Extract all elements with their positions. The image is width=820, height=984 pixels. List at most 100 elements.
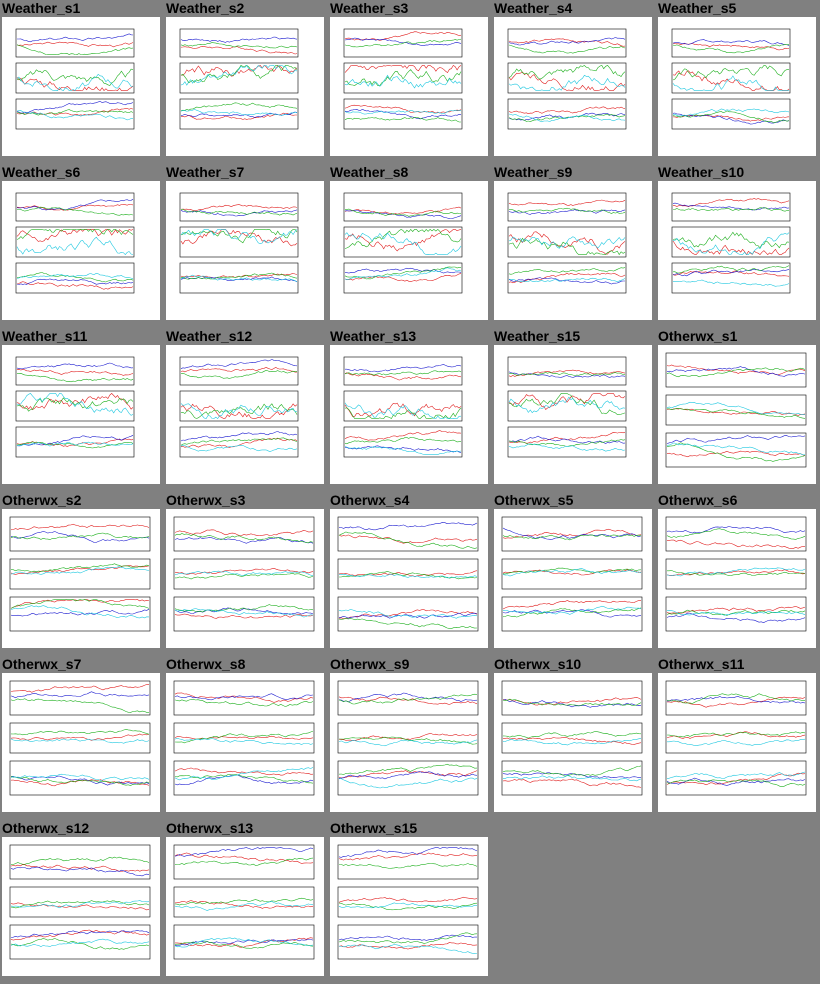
plot-thumbnail-image[interactable] (166, 673, 324, 812)
plot-thumbnail-image[interactable] (166, 17, 324, 156)
plot-panel-frame (343, 390, 463, 422)
thumbnail-cell[interactable]: Otherwx_s10 (492, 656, 656, 820)
thumbnail-cell[interactable]: Weather_s6 (0, 164, 164, 328)
thumbnail-cell[interactable]: Otherwx_s4 (328, 492, 492, 656)
thumbnail-title[interactable]: Otherwx_s8 (166, 656, 246, 672)
plot-thumbnail-image[interactable] (2, 17, 160, 156)
thumbnail-title[interactable]: Weather_s2 (166, 0, 245, 16)
thumbnail-title[interactable]: Otherwx_s10 (494, 656, 582, 672)
thumbnail-title[interactable]: Weather_s11 (2, 328, 88, 344)
plot-thumbnail-image[interactable] (330, 17, 488, 156)
thumbnail-cell[interactable]: Weather_s7 (164, 164, 328, 328)
thumbnail-cell[interactable]: Otherwx_s7 (0, 656, 164, 820)
plot-trace-line (175, 937, 314, 948)
thumbnail-cell[interactable]: Weather_s3 (328, 0, 492, 164)
thumbnail-cell[interactable]: Otherwx_s13 (164, 820, 328, 984)
thumbnail-cell[interactable]: Weather_s2 (164, 0, 328, 164)
thumbnail-title[interactable]: Otherwx_s7 (2, 656, 82, 672)
thumbnail-cell[interactable]: Weather_s8 (328, 164, 492, 328)
plot-graphic (173, 844, 315, 960)
thumbnail-cell[interactable]: Otherwx_s2 (0, 492, 164, 656)
plot-trace-line (180, 112, 297, 120)
thumbnail-cell[interactable]: Otherwx_s1 (656, 328, 820, 492)
thumbnail-title[interactable]: Otherwx_s13 (166, 820, 254, 836)
thumbnail-title[interactable]: Weather_s9 (494, 164, 573, 180)
thumbnail-title[interactable]: Weather_s1 (2, 0, 81, 16)
plot-trace-line (180, 444, 298, 452)
plot-trace-line (10, 775, 150, 786)
plot-thumbnail-image[interactable] (658, 345, 816, 484)
plot-trace-line (666, 539, 806, 549)
thumbnail-cell[interactable]: Weather_s11 (0, 328, 164, 492)
thumbnail-cell[interactable]: Weather_s13 (328, 328, 492, 492)
thumbnail-title[interactable]: Otherwx_s15 (330, 820, 418, 836)
thumbnail-title[interactable]: Otherwx_s12 (2, 820, 90, 836)
plot-thumbnail-image[interactable] (2, 345, 160, 484)
plot-thumbnail-image[interactable] (330, 181, 488, 320)
thumbnail-title[interactable]: Otherwx_s11 (658, 656, 745, 672)
plot-thumbnail-image[interactable] (330, 345, 488, 484)
thumbnail-title[interactable]: Weather_s4 (494, 0, 573, 16)
plot-thumbnail-image[interactable] (494, 181, 652, 320)
thumbnail-title[interactable]: Weather_s7 (166, 164, 245, 180)
plot-trace-line (344, 37, 462, 46)
thumbnail-cell[interactable]: Weather_s4 (492, 0, 656, 164)
thumbnail-cell[interactable]: Otherwx_s11 (656, 656, 820, 820)
plot-thumbnail-image[interactable] (166, 509, 324, 648)
plot-thumbnail-image[interactable] (494, 345, 652, 484)
thumbnail-cell[interactable]: Otherwx_s15 (328, 820, 492, 984)
plot-thumbnail-image[interactable] (330, 509, 488, 648)
plot-thumbnail-image[interactable] (658, 673, 816, 812)
thumbnail-cell[interactable]: Weather_s10 (656, 164, 820, 328)
thumbnail-title[interactable]: Weather_s10 (658, 164, 745, 180)
plot-thumbnail-image[interactable] (166, 345, 324, 484)
thumbnail-title[interactable]: Otherwx_s4 (330, 492, 410, 508)
thumbnail-title[interactable]: Weather_s12 (166, 328, 253, 344)
thumbnail-title[interactable]: Weather_s8 (330, 164, 409, 180)
thumbnail-cell[interactable]: Otherwx_s6 (656, 492, 820, 656)
thumbnail-cell[interactable]: Weather_s9 (492, 164, 656, 328)
thumbnail-title[interactable]: Otherwx_s1 (658, 328, 738, 344)
plot-trace-line (10, 900, 150, 909)
plot-thumbnail-image[interactable] (494, 509, 652, 648)
plot-thumbnail-image[interactable] (658, 181, 816, 320)
plot-thumbnail-image[interactable] (2, 509, 160, 648)
plot-thumbnail-image[interactable] (166, 181, 324, 320)
thumbnail-title[interactable]: Otherwx_s5 (494, 492, 574, 508)
thumbnail-title[interactable]: Otherwx_s9 (330, 656, 410, 672)
plot-thumbnail-image[interactable] (2, 181, 160, 320)
thumbnail-title[interactable]: Weather_s13 (330, 328, 417, 344)
thumbnail-title[interactable]: Otherwx_s3 (166, 492, 246, 508)
plot-thumbnail-image[interactable] (658, 509, 816, 648)
thumbnail-title[interactable]: Weather_s6 (2, 164, 81, 180)
thumbnail-cell[interactable]: Otherwx_s12 (0, 820, 164, 984)
thumbnail-cell[interactable]: Weather_s15 (492, 328, 656, 492)
plot-trace-line (508, 369, 626, 377)
plot-trace-line (180, 109, 297, 116)
thumbnail-cell[interactable]: Otherwx_s8 (164, 656, 328, 820)
thumbnail-title[interactable]: Weather_s5 (658, 0, 737, 16)
plot-thumbnail-image[interactable] (330, 673, 488, 812)
plot-panel-frame (501, 760, 643, 796)
thumbnail-title[interactable]: Weather_s3 (330, 0, 409, 16)
thumbnail-cell[interactable]: Otherwx_s5 (492, 492, 656, 656)
plot-thumbnail-image[interactable] (494, 17, 652, 156)
plot-thumbnail-image[interactable] (494, 673, 652, 812)
thumbnail-cell[interactable]: Otherwx_s9 (328, 656, 492, 820)
thumbnail-cell[interactable]: Weather_s12 (164, 328, 328, 492)
thumbnail-cell[interactable]: Weather_s1 (0, 0, 164, 164)
plot-thumbnail-image[interactable] (330, 837, 488, 976)
plot-trace-line (344, 109, 462, 115)
plot-thumbnail-image[interactable] (2, 673, 160, 812)
thumbnail-cell[interactable]: Weather_s5 (656, 0, 820, 164)
plot-thumbnail-image[interactable] (2, 837, 160, 976)
plot-thumbnail-image[interactable] (166, 837, 324, 976)
thumbnail-title[interactable]: Weather_s15 (494, 328, 581, 344)
thumbnail-title[interactable]: Otherwx_s6 (658, 492, 738, 508)
plot-thumbnail-image[interactable] (658, 17, 816, 156)
plot-panel-frame (507, 356, 627, 386)
plot-panel-frame (9, 680, 151, 716)
thumbnail-cell[interactable]: Otherwx_s3 (164, 492, 328, 656)
plot-trace-line (502, 731, 642, 739)
thumbnail-title[interactable]: Otherwx_s2 (2, 492, 82, 508)
